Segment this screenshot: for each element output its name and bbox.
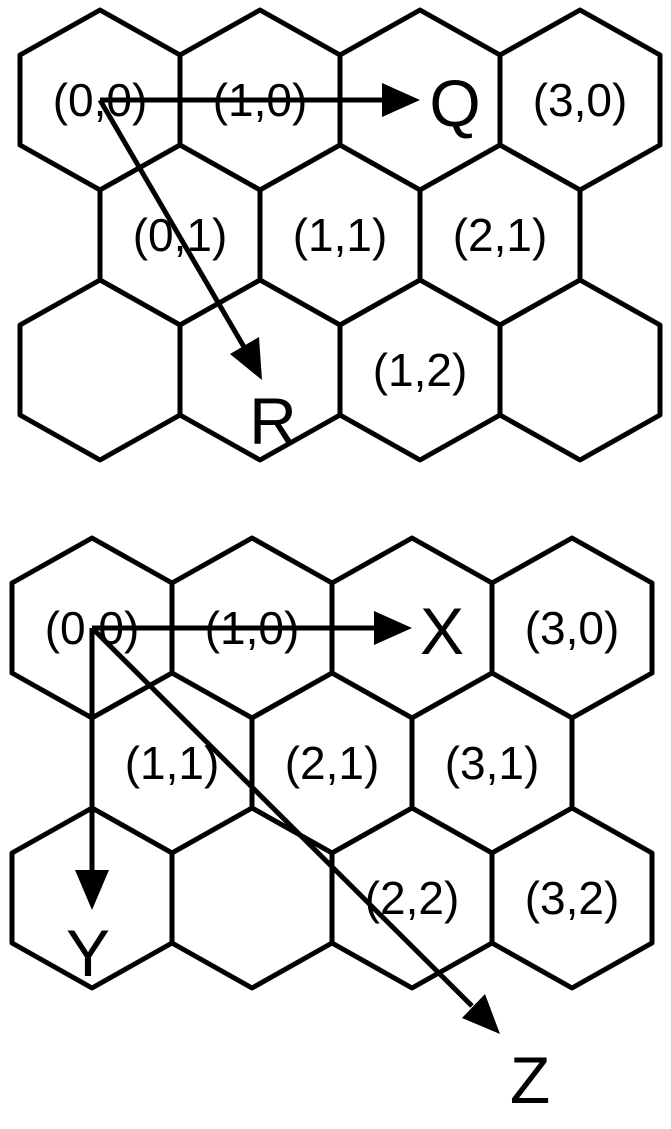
hex-coordinate-label: (2,1)	[453, 209, 548, 261]
hex-cell	[489, 805, 655, 991]
hex-coordinate-label: (3,0)	[533, 74, 628, 126]
hex-coordinate-label: (3,1)	[445, 737, 540, 789]
x-axis-arrow	[92, 611, 412, 645]
hex-coordinate-label: (3,2)	[525, 872, 620, 924]
q-axis-arrow	[100, 83, 420, 117]
y-axis-arrow	[75, 628, 109, 910]
r-axis-label: R	[249, 384, 297, 458]
hex-grid-offset-coordinates: (0,0) (1,0) (3,0)(0,1) (1,1) (2,1)(1,2)	[17, 7, 663, 463]
z-axis-label: Z	[510, 1043, 550, 1117]
q-axis-label: Q	[429, 66, 480, 140]
hex-cell	[497, 277, 663, 463]
hex-coordinate-label: (1,1)	[125, 737, 220, 789]
hex-coordinate-label: (2,1)	[285, 737, 380, 789]
z-axis-arrow	[90, 626, 500, 1034]
y-axis-label: Y	[66, 916, 110, 990]
hex-coordinate-label: (3,0)	[525, 602, 620, 654]
r-axis-arrow	[97, 98, 262, 380]
x-axis-label: X	[420, 594, 464, 668]
hex-coordinate-label: (1,2)	[373, 344, 468, 396]
hex-grid-axial-coordinates: (0,0) (1,0) (3,0)(1,1) (2,1) (3,1)(2,2) (3,2)	[9, 535, 655, 991]
hex-coordinate-label: (1,1)	[293, 209, 388, 261]
